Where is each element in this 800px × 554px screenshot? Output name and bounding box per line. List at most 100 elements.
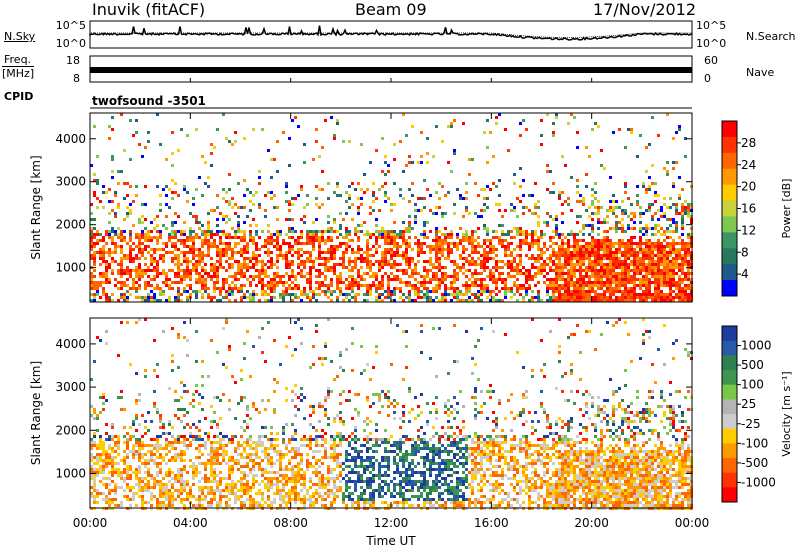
heatmap-cell: [144, 483, 147, 486]
heatmap-cell: [252, 218, 255, 221]
heatmap-cell: [312, 242, 315, 245]
heatmap-cell: [234, 131, 237, 134]
heatmap-cell: [102, 260, 105, 263]
heatmap-cell: [348, 245, 351, 248]
heatmap-cell: [651, 254, 654, 257]
heatmap-cell: [498, 272, 501, 275]
heatmap-cell: [549, 245, 552, 248]
heatmap-cell: [114, 462, 117, 465]
heatmap-cell: [672, 242, 675, 245]
heatmap-cell: [534, 275, 537, 278]
heatmap-cell: [225, 293, 228, 296]
heatmap-cell: [663, 245, 666, 248]
heatmap-cell: [207, 375, 210, 378]
heatmap-cell: [381, 266, 384, 269]
heatmap-cell: [207, 242, 210, 245]
heatmap-cell: [132, 287, 135, 290]
heatmap-cell: [216, 230, 219, 233]
heatmap-cell: [282, 299, 285, 302]
heatmap-cell: [210, 339, 213, 342]
heatmap-cell: [153, 462, 156, 465]
heatmap-cell: [663, 269, 666, 272]
heatmap-cell: [486, 119, 489, 122]
heatmap-cell: [462, 248, 465, 251]
heatmap-cell: [564, 260, 567, 263]
heatmap-cell: [594, 122, 597, 125]
heatmap-cell: [366, 251, 369, 254]
heatmap-cell: [588, 293, 591, 296]
heatmap-cell: [681, 245, 684, 248]
heatmap-cell: [153, 257, 156, 260]
heatmap-cell: [246, 438, 249, 441]
heatmap-cell: [666, 227, 669, 230]
heatmap-cell: [204, 474, 207, 477]
heatmap-cell: [558, 287, 561, 290]
heatmap-cell: [114, 471, 117, 474]
heatmap-cell: [261, 471, 264, 474]
heatmap-cell: [507, 290, 510, 293]
heatmap-cell: [90, 227, 93, 230]
heatmap-cell: [561, 269, 564, 272]
heatmap-cell: [408, 290, 411, 293]
heatmap-cell: [279, 453, 282, 456]
heatmap-cell: [546, 188, 549, 191]
heatmap-cell: [444, 290, 447, 293]
heatmap-cell: [225, 254, 228, 257]
heatmap-cell: [579, 260, 582, 263]
heatmap-cell: [591, 281, 594, 284]
heatmap-cell: [600, 248, 603, 251]
heatmap-cell: [165, 284, 168, 287]
heatmap-cell: [621, 275, 624, 278]
heatmap-cell: [663, 254, 666, 257]
heatmap-cell: [447, 251, 450, 254]
heatmap-cell: [144, 185, 147, 188]
heatmap-cell: [483, 263, 486, 266]
heatmap-cell: [108, 492, 111, 495]
heatmap-cell: [150, 492, 153, 495]
heatmap-cell: [432, 278, 435, 281]
heatmap-cell: [474, 212, 477, 215]
heatmap-cell: [231, 263, 234, 266]
heatmap-cell: [441, 140, 444, 143]
heatmap-cell: [645, 146, 648, 149]
heatmap-cell: [684, 206, 687, 209]
heatmap-cell: [306, 260, 309, 263]
heatmap-cell: [660, 248, 663, 251]
heatmap-cell: [111, 269, 114, 272]
heatmap-cell: [252, 480, 255, 483]
heatmap-cell: [411, 260, 414, 263]
heatmap-cell: [216, 269, 219, 272]
heatmap-cell: [531, 242, 534, 245]
heatmap-cell: [180, 453, 183, 456]
heatmap-cell: [102, 471, 105, 474]
heatmap-cell: [240, 471, 243, 474]
heatmap-cell: [687, 203, 690, 206]
heatmap-cell: [192, 477, 195, 480]
heatmap-cell: [282, 501, 285, 504]
heatmap-cell: [663, 299, 666, 302]
heatmap-cell: [114, 492, 117, 495]
heatmap-cell: [276, 432, 279, 435]
heatmap-cell: [183, 287, 186, 290]
heatmap-cell: [264, 450, 267, 453]
heatmap-cell: [669, 269, 672, 272]
heatmap-cell: [138, 393, 141, 396]
heatmap-cell: [639, 134, 642, 137]
heatmap-cell: [90, 438, 93, 441]
heatmap-cell: [579, 215, 582, 218]
heatmap-cell: [612, 299, 615, 302]
heatmap-cell: [129, 209, 132, 212]
heatmap-cell: [255, 293, 258, 296]
heatmap-cell: [297, 465, 300, 468]
heatmap-cell: [321, 236, 324, 239]
heatmap-cell: [366, 272, 369, 275]
heatmap-cell: [423, 296, 426, 299]
heatmap-cell: [552, 236, 555, 239]
heatmap-cell: [183, 336, 186, 339]
heatmap-cell: [276, 206, 279, 209]
heatmap-cell: [366, 230, 369, 233]
heatmap-cell: [318, 275, 321, 278]
heatmap-cell: [303, 161, 306, 164]
heatmap-cell: [150, 450, 153, 453]
heatmap-cell: [345, 230, 348, 233]
